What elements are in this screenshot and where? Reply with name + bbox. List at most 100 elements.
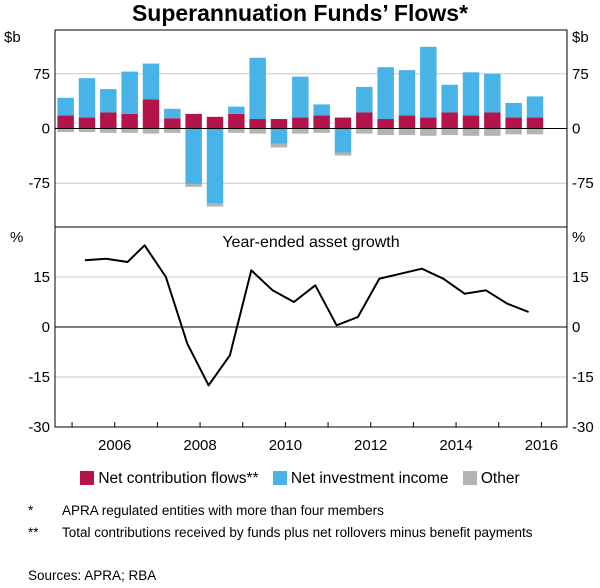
- bar-net-investment-income-19: [462, 72, 480, 116]
- legend-item-net-contribution: Net contribution flows**: [80, 469, 259, 489]
- bar-net-contribution-flows-17: [420, 117, 437, 129]
- bar-other-18: [441, 128, 458, 136]
- bar-other-6: [185, 183, 202, 187]
- bar-other-16: [398, 128, 416, 136]
- bar-other-11: [292, 128, 309, 134]
- bar-net-investment-income-21: [505, 102, 522, 118]
- top-ytick-left: -75: [28, 175, 50, 192]
- footnote-2-text: Total contributions received by funds pl…: [62, 525, 533, 540]
- x-tick-label-2010: 2010: [269, 437, 302, 454]
- bar-other-20: [484, 128, 501, 136]
- bar-net-contribution-flows-4: [142, 99, 160, 129]
- bottom-ytick-right: 0: [572, 319, 580, 336]
- x-tick-label-2008: 2008: [183, 437, 216, 454]
- bar-net-contribution-flows-14: [356, 112, 373, 129]
- legend-label-other: Other: [480, 470, 520, 487]
- bar-other-12: [313, 128, 330, 133]
- bar-net-contribution-flows-9: [249, 119, 266, 129]
- bar-other-22: [526, 128, 544, 135]
- x-tick-label-2016: 2016: [525, 437, 558, 454]
- bar-other-1: [78, 128, 96, 133]
- top-unit-right: $b: [572, 29, 589, 46]
- sources-note: Sources: APRA; RBA: [28, 568, 157, 583]
- legend-item-net-investment: Net investment income: [272, 469, 449, 489]
- bar-other-7: [206, 203, 224, 207]
- bar-net-investment-income-12: [313, 104, 330, 116]
- bottom-ytick-right: 15: [572, 269, 589, 286]
- footnote-2-marker: **: [28, 525, 39, 540]
- bar-net-investment-income-20: [484, 73, 501, 113]
- bar-other-8: [228, 128, 245, 133]
- bar-net-contribution-flows-13: [334, 117, 352, 129]
- bar-other-19: [462, 128, 480, 136]
- top-ytick-left: 0: [42, 121, 50, 138]
- bar-net-contribution-flows-16: [398, 115, 416, 129]
- bar-other-14: [356, 128, 373, 134]
- bar-other-21: [505, 128, 522, 135]
- bar-net-investment-income-4: [142, 63, 160, 100]
- bar-net-contribution-flows-12: [313, 115, 330, 129]
- bar-net-contribution-flows-18: [441, 112, 458, 129]
- top-unit-left: $b: [4, 29, 21, 46]
- bar-net-investment-income-9: [249, 57, 266, 120]
- top-ytick-right: 75: [572, 66, 589, 83]
- bar-net-contribution-flows-21: [505, 117, 522, 129]
- bar-other-10: [270, 143, 288, 148]
- asset-growth-line: [84, 244, 529, 387]
- bar-net-investment-income-17: [420, 46, 437, 118]
- plot-frame: [54, 29, 568, 428]
- legend-item-other: Other: [462, 469, 520, 489]
- bar-net-contribution-flows-20: [484, 112, 501, 129]
- bottom-ytick-right: -15: [572, 369, 594, 386]
- bar-net-contribution-flows-15: [377, 119, 394, 129]
- bar-net-investment-income-7: [206, 128, 224, 204]
- bar-net-contribution-flows-6: [185, 113, 202, 129]
- bottom-ytick-left: 15: [33, 269, 50, 286]
- bar-net-contribution-flows-10: [270, 119, 288, 129]
- x-tick-label-2006: 2006: [98, 437, 131, 454]
- top-ytick-right: -75: [572, 175, 594, 192]
- bar-net-investment-income-22: [526, 96, 544, 118]
- bar-other-5: [164, 128, 181, 133]
- bar-net-investment-income-16: [398, 70, 416, 116]
- bar-net-investment-income-10: [270, 128, 288, 144]
- bar-net-investment-income-6: [185, 128, 202, 184]
- bottom-ytick-left: 0: [42, 319, 50, 336]
- legend-swatch-net-investment: [272, 471, 287, 485]
- bar-net-contribution-flows-1: [78, 117, 96, 129]
- bar-other-17: [420, 128, 437, 136]
- bar-net-investment-income-15: [377, 67, 394, 120]
- top-ytick-right: 0: [572, 121, 580, 138]
- footnote-2: ** Total contributions received by funds…: [28, 524, 588, 541]
- bar-net-investment-income-2: [100, 89, 117, 113]
- bottom-ytick-left: -15: [28, 369, 50, 386]
- bar-net-investment-income-13: [334, 128, 352, 153]
- bar-net-investment-income-0: [57, 97, 74, 116]
- bar-other-2: [100, 128, 117, 133]
- x-tick-label-2012: 2012: [354, 437, 387, 454]
- asset-growth-panel: Year-ended asset growth -30 -30 -15 -15 0 0 15 1…: [10, 229, 594, 436]
- footnote-1-marker: *: [28, 503, 34, 518]
- panel-title-asset-growth: Year-ended asset growth: [222, 234, 399, 251]
- legend-label-net-contribution: Net contribution flows**: [98, 470, 259, 487]
- bar-other-15: [377, 128, 394, 136]
- bar-net-investment-income-8: [228, 106, 245, 114]
- bar-net-contribution-flows-11: [292, 117, 309, 129]
- bar-net-contribution-flows-2: [100, 112, 117, 129]
- bar-other-9: [249, 128, 266, 134]
- bar-net-contribution-flows-22: [526, 117, 544, 129]
- footnotes: * APRA regulated entities with more than…: [28, 502, 588, 546]
- bottom-unit-right: %: [572, 229, 585, 246]
- bar-net-investment-income-1: [78, 78, 96, 118]
- bar-net-contribution-flows-3: [121, 113, 138, 129]
- footnote-1-text: APRA regulated entities with more than f…: [62, 503, 384, 518]
- chart-title: Superannuation Funds’ Flows*: [131, 0, 469, 26]
- bar-net-contribution-flows-5: [164, 118, 181, 129]
- bar-net-investment-income-18: [441, 84, 458, 113]
- footnote-1: * APRA regulated entities with more than…: [28, 502, 588, 519]
- bar-other-13: [334, 152, 352, 156]
- top-ytick-left: 75: [33, 66, 50, 83]
- flows-panel: -75 -75 0 0 75 75 $b $b: [4, 29, 594, 207]
- bar-net-contribution-flows-8: [228, 113, 245, 129]
